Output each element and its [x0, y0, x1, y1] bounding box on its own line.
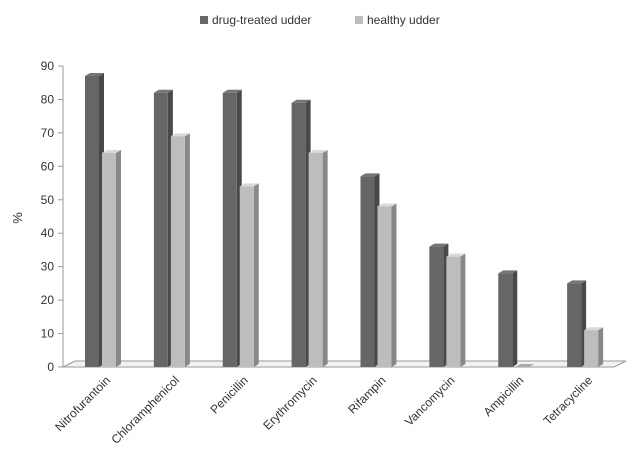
bar-top-drug-treated: [153, 89, 173, 93]
bar-top-healthy: [584, 327, 604, 331]
bar-top-drug-treated: [291, 99, 311, 103]
y-axis-label: %: [10, 212, 25, 224]
bar-drug-treated: [498, 273, 513, 367]
bar-top-drug-treated: [85, 73, 104, 77]
y-tick-label: 30: [41, 260, 55, 274]
bar-side-healthy: [184, 133, 190, 367]
x-tick-label: Vancomycin: [402, 373, 457, 428]
y-tick-label: 10: [41, 327, 55, 341]
bar-drug-treated: [567, 283, 582, 367]
bar-top-healthy: [170, 133, 190, 137]
bar-side-healthy: [253, 183, 259, 367]
bar-healthy: [239, 186, 254, 367]
x-tick-label: Erythromycin: [260, 373, 319, 432]
x-tick-label: Ampicillin: [481, 373, 527, 419]
bar-top-drug-treated: [498, 270, 518, 274]
bar-side-healthy: [116, 149, 121, 367]
y-tick-label: 40: [41, 226, 55, 240]
bar-drug-treated: [360, 176, 375, 367]
bar-top-healthy: [308, 149, 328, 153]
bar-healthy: [515, 364, 535, 367]
y-tick-label: 70: [41, 126, 55, 140]
x-tick-label: Nitrofurantoin: [52, 373, 113, 434]
bar-healthy: [102, 152, 116, 367]
bar-side-healthy: [460, 253, 466, 367]
y-tick-label: 60: [41, 159, 55, 173]
bar-healthy: [308, 152, 323, 367]
bar-top-drug-treated: [222, 89, 242, 93]
bar-top-drug-treated: [429, 243, 449, 247]
x-tick-label: Rifampin: [345, 373, 388, 416]
legend-label-drug-treated: drug-treated udder: [212, 13, 311, 27]
chart-floor: [62, 360, 627, 368]
y-tick-label: 0: [47, 360, 54, 374]
y-tick-label: 80: [41, 92, 55, 106]
bar-top-drug-treated: [567, 280, 587, 284]
bar-healthy: [584, 330, 599, 367]
bar-top-healthy: [377, 203, 397, 207]
bar-healthy: [377, 206, 392, 367]
bar-drug-treated: [429, 246, 444, 367]
x-tick-label: Penicillin: [207, 373, 250, 416]
plot-area: 0 10 20 30 40 50 60 70 80 90 NitrofurantoinChloram…: [41, 59, 627, 447]
bar-drug-treated: [85, 76, 99, 368]
x-tick-label: Chloramphenicol: [108, 373, 182, 447]
bar-side-healthy: [322, 149, 328, 367]
y-tick-label: 20: [41, 293, 55, 307]
bar-side-healthy: [598, 327, 604, 367]
bar-top-healthy: [239, 183, 259, 187]
legend-swatch-drug-treated: [200, 16, 208, 24]
bar-healthy: [170, 136, 185, 367]
x-tick-label: Tetracycline: [541, 373, 596, 428]
bar-top-healthy: [446, 253, 466, 257]
bar-drug-treated: [153, 92, 168, 367]
bar-drug-treated: [291, 102, 306, 368]
y-tick-label: 50: [41, 193, 55, 207]
legend: drug-treated udder healthy udder: [200, 13, 440, 27]
y-tick-label: 90: [41, 59, 55, 73]
bar-top-healthy: [102, 149, 121, 153]
bar-drug-treated: [222, 92, 237, 367]
legend-swatch-healthy: [355, 16, 363, 24]
bar-healthy: [446, 256, 461, 367]
legend-label-healthy: healthy udder: [367, 13, 440, 27]
bar-top-drug-treated: [360, 173, 380, 177]
bar-side-drug-treated: [512, 270, 518, 367]
bar-side-healthy: [391, 203, 397, 367]
